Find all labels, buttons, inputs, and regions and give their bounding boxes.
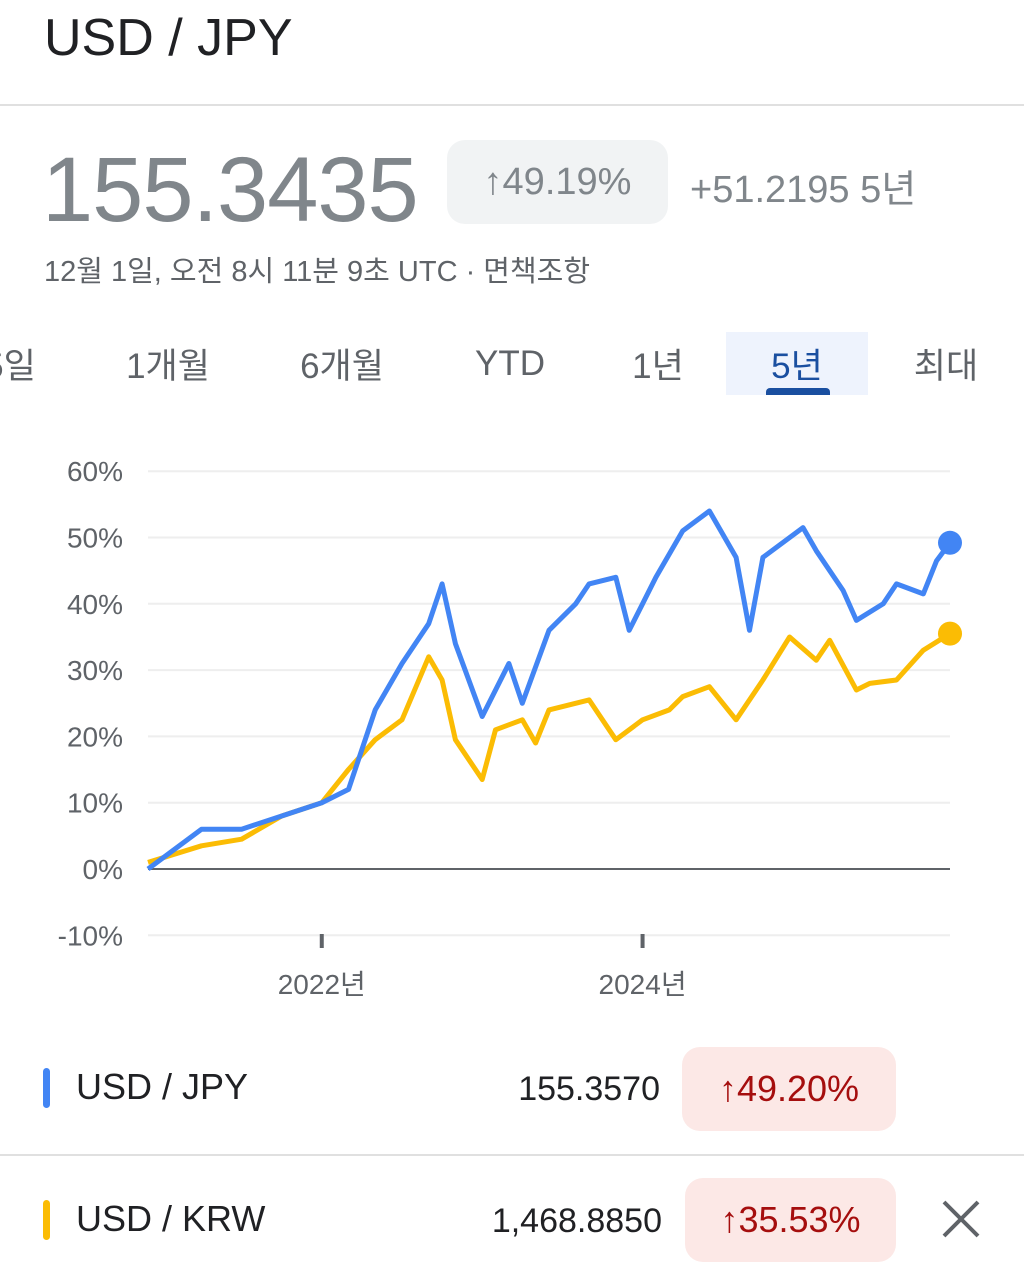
y-tick-label: -10% [58,920,123,951]
close-icon[interactable] [938,1196,984,1242]
series-line-usd-jpy [146,508,953,872]
change-percent: 49.19% [502,160,632,203]
arrow-up-icon: ↑ [718,1068,737,1109]
y-tick-label: 50% [67,523,123,554]
series-color-bar-jpy [43,1068,50,1108]
legend-change-chip-krw: ↑ 35.53% [685,1178,896,1262]
y-tick-label: 30% [67,655,123,686]
tab-5d[interactable]: 5일 [0,347,36,386]
legend-value-jpy: 155.3570 [518,1070,660,1108]
x-tick-label: 2024년 [599,969,687,1000]
legend-name-krw[interactable]: USD / KRW [76,1198,266,1239]
legend-name-jpy[interactable]: USD / JPY [76,1066,249,1107]
divider [0,104,1024,106]
legend-change-chip-jpy: ↑ 49.20% [682,1047,896,1131]
y-tick-label: 10% [67,788,123,819]
legend-change-jpy: 49.20% [736,1068,860,1109]
page-title: USD / JPY [44,9,293,67]
arrow-up-icon: ↑ [720,1199,739,1240]
selected-tab-indicator [766,388,830,395]
y-tick-label: 60% [67,456,123,487]
x-tick-label: 2022년 [278,969,366,1000]
tab-6m[interactable]: 6개월 [300,347,384,386]
series-line-usd-krw [147,631,952,865]
tab-5y[interactable]: 5년 [726,332,868,395]
legend-change-krw: 35.53% [738,1199,861,1240]
tab-ytd[interactable]: YTD [475,343,545,383]
timestamp-disclaimer[interactable]: 12월 1일, 오전 8시 11분 9초 UTC · 면책조항 [44,256,590,288]
current-price: 155.3435 [42,139,419,241]
tab-max[interactable]: 최대 [913,347,979,386]
y-tick-label: 40% [67,589,123,620]
series-end-marker [938,530,962,555]
arrow-up-icon: ↑ [483,160,503,203]
y-tick-label: 0% [83,854,123,885]
tab-1m[interactable]: 1개월 [126,347,210,386]
tab-1y[interactable]: 1년 [632,347,684,386]
change-absolute: +51.2195 5년 [690,169,917,211]
series-color-bar-krw [43,1200,50,1240]
change-percent-chip: ↑ 49.19% [447,140,668,224]
y-tick-label: 20% [67,721,123,752]
series-end-marker [938,621,962,646]
divider [0,1154,1024,1156]
legend-value-krw: 1,468.8850 [491,1202,662,1240]
